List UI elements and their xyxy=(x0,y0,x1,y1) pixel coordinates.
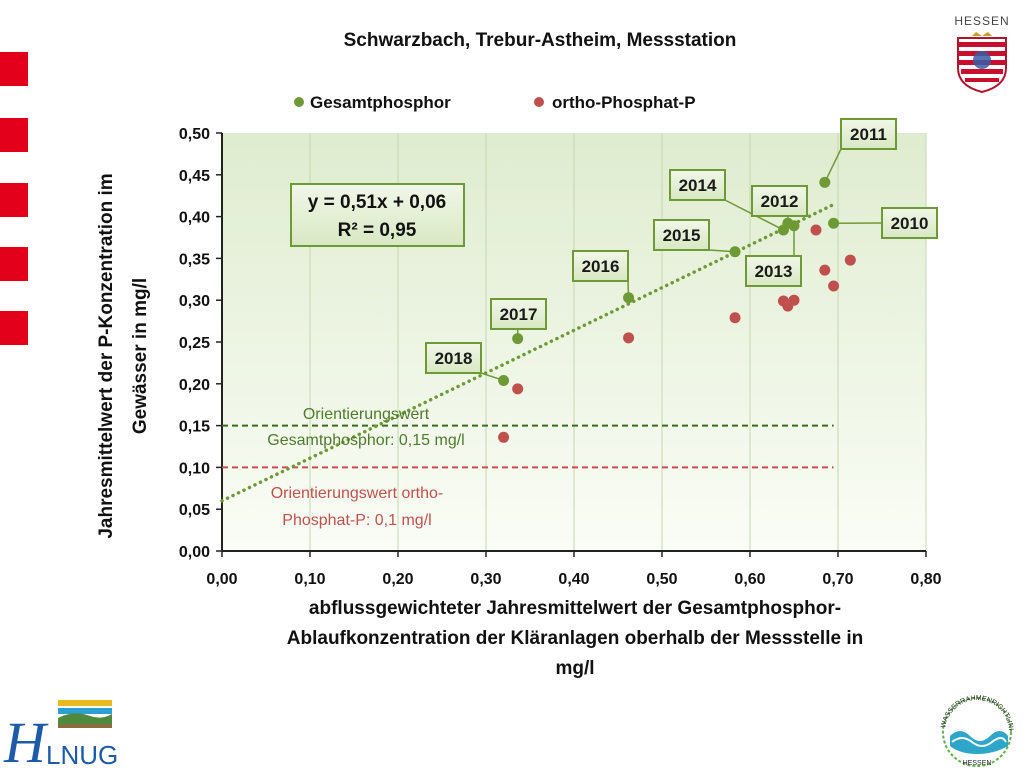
x-axis-title-line3: mg/l xyxy=(555,658,594,679)
wasserrahmenrichtlinie-logo: WASSERRAHMENRICHTLINIE HESSEN xyxy=(934,692,1020,768)
hlnug-logo-icon: H LNUG xyxy=(2,696,122,768)
reference-label-gesamtphosphor-line1: Orientierungswert xyxy=(303,406,430,423)
x-tick-label: 0,00 xyxy=(206,571,237,588)
x-tick-label: 0,60 xyxy=(734,571,765,588)
point-ortho-phosphat-p-1 xyxy=(512,383,523,394)
point-ortho-phosphat-p-9 xyxy=(828,280,839,291)
x-tick-label: 0,40 xyxy=(558,571,589,588)
y-tick-label: 0,30 xyxy=(179,293,210,310)
point-ortho-phosphat-p-0 xyxy=(498,432,509,443)
legend-label-ortho-phosphat: ortho-Phosphat-P xyxy=(552,93,696,112)
y-tick-label: 0,05 xyxy=(179,502,210,519)
y-tick-label: 0,25 xyxy=(179,335,210,352)
legend-marker-ortho-phosphat xyxy=(534,97,544,107)
y-tick-label: 0,10 xyxy=(179,460,210,477)
hlnug-logo-text: LNUG xyxy=(46,740,118,768)
callout-label-2015: 2015 xyxy=(663,226,701,245)
point-ortho-phosphat-p-10 xyxy=(845,255,856,266)
y-axis-title-line1: Jahresmittelwert der P-Konzentration im xyxy=(96,173,117,538)
y-tick-label: 0,15 xyxy=(179,419,210,436)
reference-label-gesamtphosphor-line2: Gesamtphosphor: 0,15 mg/l xyxy=(267,432,464,449)
hlnug-logo: H LNUG xyxy=(2,696,122,768)
callout-label-2012: 2012 xyxy=(761,192,799,211)
wasserrahmenrichtlinie-logo-icon: WASSERRAHMENRICHTLINIE HESSEN xyxy=(934,692,1020,768)
y-tick-label: 0,00 xyxy=(179,544,210,561)
x-tick-label: 0,20 xyxy=(382,571,413,588)
wrrl-bottom-text: HESSEN xyxy=(963,760,992,767)
y-tick-label: 0,45 xyxy=(179,168,210,185)
reference-label-ortho-phosphat-line2: Phosphat-P: 0,1 mg/l xyxy=(282,512,431,529)
callout-label-2016: 2016 xyxy=(582,257,620,276)
x-tick-label: 0,80 xyxy=(910,571,941,588)
x-tick-label: 0,10 xyxy=(294,571,325,588)
callout-label-2017: 2017 xyxy=(500,305,538,324)
regression-equation-box: y = 0,51x + 0,06 R² = 0,95 xyxy=(291,184,464,246)
x-axis-title-line2: Ablaufkonzentration der Kläranlagen ober… xyxy=(287,628,863,649)
x-tick-label: 0,70 xyxy=(822,571,853,588)
legend-label-gesamtphosphor: Gesamtphosphor xyxy=(310,93,451,112)
legend-marker-gesamtphosphor xyxy=(294,97,304,107)
callout-label-2018: 2018 xyxy=(435,349,473,368)
x-axis-title-line1: abflussgewichteter Jahresmittelwert der … xyxy=(309,598,841,619)
chart: 0,00 0,10 0,20 0,30 0,40 0,50 0,60 0,70 0,80 0,00… xyxy=(0,0,1024,690)
callout-label-2011: 2011 xyxy=(850,125,887,144)
point-ortho-phosphat-p-6 xyxy=(789,295,800,306)
regression-r-squared: R² = 0,95 xyxy=(338,220,417,241)
y-tick-label: 0,20 xyxy=(179,377,210,394)
callout-leader-2016 xyxy=(628,281,629,298)
legend: Gesamtphosphor ortho-Phosphat-P xyxy=(294,93,696,112)
hlnug-logo-h: H xyxy=(3,710,49,768)
x-tick-label: 0,50 xyxy=(646,571,677,588)
point-ortho-phosphat-p-2 xyxy=(623,332,634,343)
callout-label-2013: 2013 xyxy=(755,262,793,281)
reference-label-ortho-phosphat-line1: Orientierungswert ortho- xyxy=(271,485,444,502)
y-tick-label: 0,35 xyxy=(179,251,210,268)
x-tick-label: 0,30 xyxy=(470,571,501,588)
point-ortho-phosphat-p-8 xyxy=(819,265,830,276)
y-axis-title: Jahresmittelwert der P-Konzentration im … xyxy=(96,173,151,538)
point-ortho-phosphat-p-3 xyxy=(730,312,741,323)
x-axis-title: abflussgewichteter Jahresmittelwert der … xyxy=(287,598,863,679)
y-axis-title-line2: Gewässer in mg/l xyxy=(130,278,151,434)
callout-label-2010: 2010 xyxy=(891,214,929,233)
y-tick-label: 0,40 xyxy=(179,210,210,227)
point-ortho-phosphat-p-7 xyxy=(811,224,822,235)
y-tick-label: 0,50 xyxy=(179,126,210,143)
callout-label-2014: 2014 xyxy=(679,176,717,195)
regression-equation: y = 0,51x + 0,06 xyxy=(308,192,446,213)
